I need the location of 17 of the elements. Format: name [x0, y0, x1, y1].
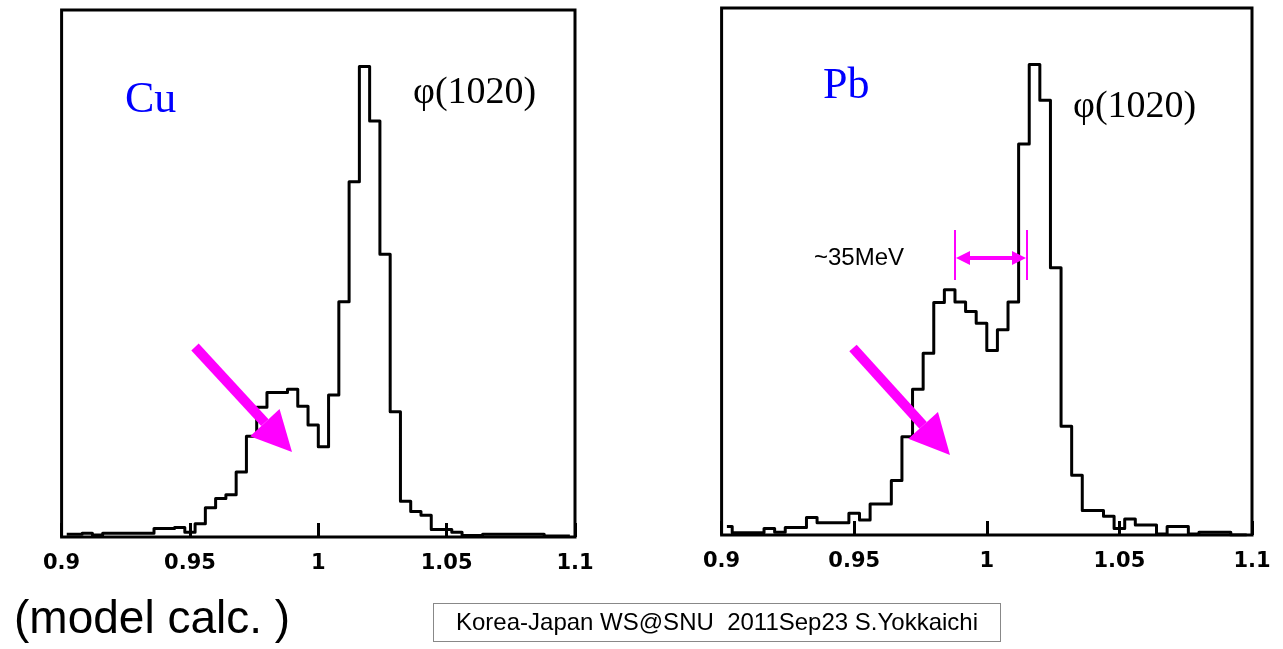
- x-tick-label: 1: [979, 547, 995, 572]
- text: (model calc. ): [14, 590, 291, 645]
- x-tick-label: 1.1: [1233, 547, 1271, 572]
- annotation: φ(1020): [1073, 82, 1197, 127]
- x-tick-label: 1: [310, 549, 326, 574]
- annotation: ~35MeV: [814, 243, 905, 272]
- x-tick-label: 1.05: [420, 549, 473, 574]
- annotation: Cu: [125, 72, 177, 124]
- x-tick-label: 0.9: [703, 547, 741, 572]
- annotation: Pb: [823, 58, 870, 110]
- x-tick-label: 0.9: [43, 549, 81, 574]
- x-tick-label: 1.05: [1093, 547, 1146, 572]
- annotation: φ(1020): [413, 68, 537, 113]
- x-tick-label: 0.95: [164, 549, 216, 574]
- x-tick-label: 1.1: [556, 549, 594, 574]
- text: Korea-Japan WS@SNU 2011Sep23 S.Yokkaichi: [433, 603, 1001, 642]
- x-tick-label: 0.95: [828, 547, 881, 572]
